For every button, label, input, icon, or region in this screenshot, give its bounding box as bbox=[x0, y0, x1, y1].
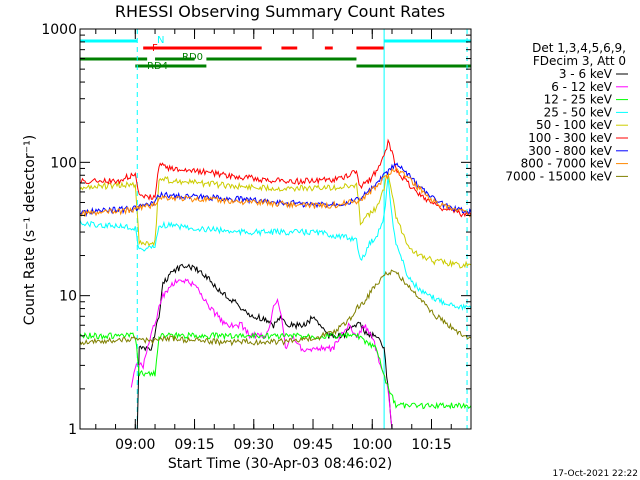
legend-entry: 25 - 50 keV bbox=[544, 105, 613, 119]
x-tick-label: 10:15 bbox=[411, 437, 451, 453]
series-line-800-7000-kev bbox=[79, 167, 472, 218]
legend-header: Det 1,3,4,5,6,9, bbox=[532, 41, 626, 55]
y-axis-label: Count Rate (s⁻¹ detector⁻¹) bbox=[22, 135, 38, 325]
series-line-6-12-kev bbox=[130, 278, 393, 430]
x-tick-label: 09:00 bbox=[115, 437, 155, 453]
legend-entry: 800 - 7000 keV bbox=[521, 157, 613, 171]
x-axis-label: Start Time (30-Apr-03 08:46:02) bbox=[168, 456, 392, 472]
y-tick-label: 1 bbox=[68, 422, 77, 438]
legend-header: FDecim 3, Att 0 bbox=[533, 54, 626, 68]
x-tick-label: 09:45 bbox=[293, 437, 333, 453]
series-line-12-25-kev bbox=[79, 331, 472, 410]
series-line-3-6-kev bbox=[136, 263, 393, 430]
legend-entry: 6 - 12 keV bbox=[551, 80, 613, 94]
x-tick-label: 09:15 bbox=[174, 437, 214, 453]
x-axis-ticks: 09:00 09:15 09:30 09:45 10:00 10:15 bbox=[95, 29, 472, 453]
chart-title: RHESSI Observing Summary Count Rates bbox=[115, 2, 445, 21]
status-label-f: F bbox=[152, 43, 158, 54]
legend-entry: 12 - 25 keV bbox=[544, 93, 613, 107]
timestamp: 17-Oct-2021 22:22 bbox=[553, 469, 638, 479]
legend-entry: 7000 - 15000 keV bbox=[505, 169, 612, 183]
legend: Det 1,3,4,5,6,9,FDecim 3, Att 03 - 6 keV… bbox=[505, 41, 628, 183]
y-tick-label: 100 bbox=[50, 155, 77, 171]
status-label-rd4: RD4 bbox=[147, 61, 168, 72]
legend-entry: 50 - 100 keV bbox=[536, 118, 613, 132]
series-lines bbox=[79, 138, 472, 430]
legend-entry: 3 - 6 keV bbox=[559, 67, 613, 81]
status-label-n: N bbox=[157, 35, 164, 46]
x-tick-label: 09:30 bbox=[234, 437, 274, 453]
plot-frame bbox=[79, 28, 472, 430]
series-line-25-50-kev bbox=[79, 176, 472, 311]
x-tick-label: 10:00 bbox=[352, 437, 392, 453]
series-line-7000-15000-kev bbox=[79, 269, 472, 347]
series-line-50-100-kev bbox=[79, 171, 472, 269]
legend-entry: 100 - 300 keV bbox=[528, 131, 612, 145]
legend-entry: 300 - 800 keV bbox=[528, 144, 612, 158]
status-bars: NF RD0 RD4 bbox=[80, 35, 471, 72]
vertical-markers bbox=[136, 29, 468, 429]
y-tick-label: 1000 bbox=[41, 22, 77, 38]
series-line-100-300-kev bbox=[79, 138, 472, 218]
status-label-rd0: RD0 bbox=[182, 52, 203, 63]
y-tick-label: 10 bbox=[59, 289, 77, 305]
y-axis-ticks: 1 10 100 1000 bbox=[41, 22, 471, 438]
